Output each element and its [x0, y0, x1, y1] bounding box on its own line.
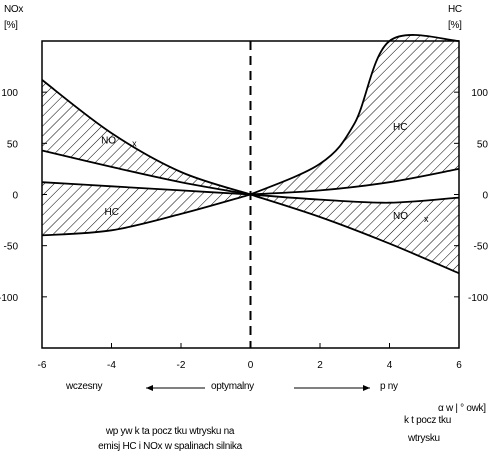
arrow-early-head — [146, 385, 153, 391]
x-tick-label: -4 — [107, 360, 116, 371]
x-axis-title-line2: k t pocz tku — [404, 414, 451, 426]
y-left-tick-label: 0 — [12, 191, 18, 202]
band-0-lower-curve — [41, 149, 251, 196]
y-left-tick-label: -50 — [4, 242, 19, 253]
direction-early-label: wczesny — [66, 381, 103, 392]
y-right-tick-label: 0 — [482, 191, 488, 202]
caption-line1: wp yw k ta pocz tku wtrysku na — [105, 426, 235, 437]
axes — [41, 40, 460, 391]
hatched-bands — [41, 34, 460, 275]
y-left-tick-label: 50 — [7, 139, 19, 150]
x-tick-label: -2 — [177, 360, 186, 371]
left-axis-unit: [%] — [4, 19, 18, 31]
series-label: HC — [105, 207, 119, 218]
y-left-tick-label: -100 — [0, 293, 18, 304]
x-tick-label: 0 — [248, 360, 254, 371]
x-tick-label: 6 — [456, 360, 462, 371]
y-left-tick-label: 100 — [1, 88, 18, 99]
x-axis-title-line3: wtrysku — [408, 433, 440, 444]
direction-optimal-label: optymalny — [211, 381, 254, 392]
y-right-tick-label: -50 — [474, 242, 489, 253]
band-3-lower-curve — [250, 193, 460, 275]
x-axis-title: α w | ° owk] k t pocz tku wtrysku — [404, 403, 486, 445]
series-label: HC — [393, 122, 407, 133]
band-3-upper-curve — [250, 193, 460, 204]
hatched-band-1 — [42, 182, 251, 236]
y-right-tick-label: -100 — [468, 293, 488, 304]
caption-line2: emisj HC i NOx w spalinach silnika — [98, 440, 242, 452]
band-2-lower-curve — [250, 168, 460, 196]
y-right-tick-label: 50 — [477, 139, 489, 150]
band-1-lower-curve — [41, 193, 251, 237]
band-0-upper-curve — [41, 79, 251, 196]
direction-late-label: p ny — [380, 381, 398, 392]
left-axis-title: NOx [%] — [4, 4, 23, 31]
left-axis-quantity: NOx — [4, 4, 24, 15]
right-axis-unit: [%] — [448, 19, 462, 31]
hatched-band-3 — [250, 194, 459, 274]
right-axis-quantity: HC — [448, 4, 462, 15]
hatched-band-0 — [42, 79, 251, 195]
series-label-subscript: x — [424, 214, 429, 224]
x-tick-label: 4 — [387, 360, 393, 371]
tick-labels: -6 -4 -2 0 2 4 6 100 50 0 -50 -100 100 50 0 -50 -100 — [0, 88, 488, 371]
arrow-late-head — [363, 385, 370, 391]
hatched-band-2 — [250, 34, 459, 195]
y-right-tick-label: 100 — [471, 88, 488, 99]
right-axis-title: HC [%] — [448, 4, 462, 31]
band-2-upper-curve — [250, 34, 460, 196]
x-axis-title-line1: α w | ° owk] — [438, 403, 486, 414]
x-tick-label: 2 — [317, 360, 323, 371]
band-1-upper-curve — [41, 181, 251, 196]
figure-caption: wp yw k ta pocz tku wtrysku na emisj HC … — [70, 426, 270, 452]
series-label-subscript: x — [132, 138, 137, 148]
x-tick-label: -6 — [38, 360, 47, 371]
